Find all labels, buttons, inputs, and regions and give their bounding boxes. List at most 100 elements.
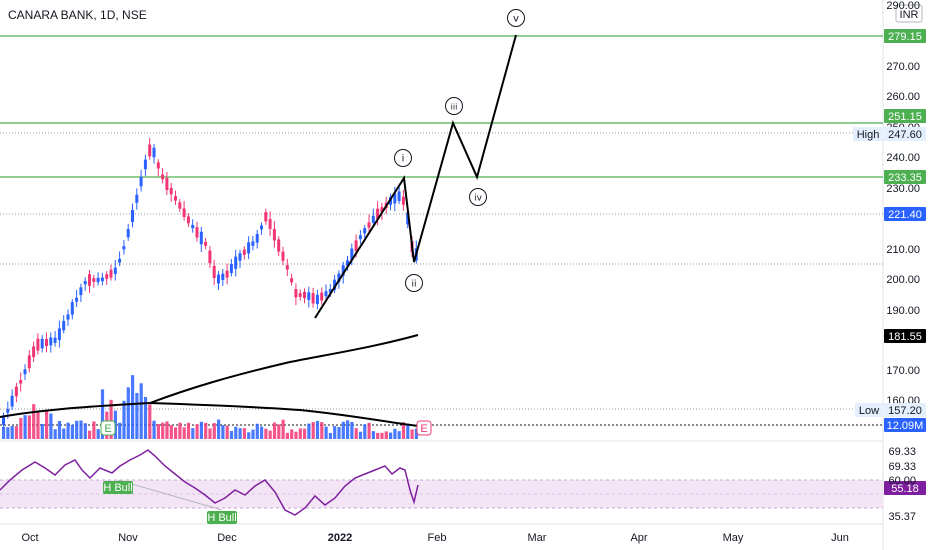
- price-axis-tick: 240.00: [886, 152, 920, 164]
- volume-bar: [92, 421, 96, 439]
- volume-bar: [40, 423, 44, 439]
- volume-bar: [79, 420, 83, 439]
- candle: [14, 382, 18, 403]
- candle: [57, 320, 61, 348]
- volume-bar: [135, 392, 139, 439]
- candle: [307, 286, 311, 308]
- candle: [199, 226, 203, 253]
- candle: [10, 389, 14, 410]
- svg-text:INR: INR: [900, 9, 919, 21]
- currency-badge[interactable]: INR: [895, 4, 923, 23]
- price-tag-rsi: 55.18: [884, 481, 926, 495]
- volume-bar: [328, 432, 332, 439]
- volume-bar: [350, 421, 354, 439]
- svg-text:High: High: [857, 129, 880, 141]
- candle: [217, 270, 220, 290]
- volume-bar: [234, 426, 238, 439]
- volume-bar: [217, 419, 221, 439]
- wave-label-v[interactable]: v: [507, 9, 525, 27]
- volume-bar: [294, 431, 298, 439]
- candle: [148, 137, 152, 160]
- candle: [19, 372, 23, 392]
- divergence-label-1[interactable]: H Bull: [103, 481, 133, 494]
- time-axis-tick: 2022: [328, 532, 352, 544]
- volume-bar: [307, 423, 311, 439]
- divergence-label-2[interactable]: H Bull: [207, 511, 237, 524]
- volume-bar: [131, 375, 135, 439]
- time-axis-tick: Oct: [21, 532, 38, 544]
- volume-bar: [126, 387, 130, 439]
- volume-bar: [199, 421, 203, 439]
- time-axis-tick: Apr: [630, 532, 647, 544]
- volume-bar: [62, 428, 66, 439]
- candle: [315, 289, 319, 310]
- candle: [371, 208, 375, 227]
- candle: [208, 246, 212, 268]
- rsi-axis-tick: 35.37: [888, 511, 916, 523]
- wave-label-iv[interactable]: iv: [469, 188, 487, 206]
- candle: [229, 258, 233, 277]
- candle: [70, 299, 74, 320]
- candle: [45, 332, 48, 353]
- volume-bar: [75, 420, 79, 439]
- volume-bar: [6, 427, 10, 439]
- candle: [109, 264, 113, 281]
- volume-bar: [367, 422, 371, 439]
- volume-bar: [389, 432, 393, 439]
- volume-bar: [122, 400, 126, 439]
- price-axis-tick: 230.00: [886, 183, 920, 195]
- event-marker-2[interactable]: E: [416, 420, 432, 436]
- svg-text:ii: ii: [411, 280, 416, 290]
- svg-text:251.15: 251.15: [888, 111, 922, 123]
- volume-bar: [337, 426, 341, 439]
- wave-label-ii[interactable]: ii: [405, 274, 423, 292]
- volume-bar: [57, 420, 62, 439]
- volume-bar: [96, 429, 100, 439]
- price-axis-tick: 200.00: [886, 274, 920, 286]
- volume-bar: [410, 429, 414, 439]
- wave-label-iii[interactable]: iii: [445, 97, 463, 115]
- candle: [242, 246, 246, 260]
- volume-bar: [363, 424, 367, 439]
- candle: [260, 222, 263, 235]
- volume-bar: [45, 409, 49, 439]
- svg-text:E: E: [420, 423, 427, 435]
- candle: [247, 236, 251, 260]
- wave-label-i[interactable]: i: [394, 149, 412, 167]
- event-marker-1[interactable]: E: [100, 420, 116, 436]
- volume-bar: [277, 424, 281, 439]
- time-axis-tick: Feb: [428, 532, 447, 544]
- price-axis-tick: 290.00: [886, 0, 920, 12]
- candle: [285, 258, 289, 277]
- volume-bar: [174, 427, 178, 439]
- candle: [204, 237, 208, 250]
- price-tag-level: 233.35: [884, 170, 926, 184]
- candle: [311, 287, 315, 308]
- volume-bar: [19, 417, 23, 439]
- candle: [178, 199, 182, 212]
- candle: [40, 335, 44, 353]
- volume-bar: [285, 432, 289, 439]
- elliott-wave-path[interactable]: [314, 34, 517, 319]
- svg-text:157.20: 157.20: [888, 405, 922, 417]
- volume-ma-line: [0, 401, 419, 427]
- volume-bar: [272, 422, 277, 439]
- candle: [49, 332, 53, 353]
- volume-bar: [354, 428, 358, 439]
- svg-text:279.15: 279.15: [888, 31, 922, 43]
- volume-bar: [178, 422, 182, 439]
- volume-bar: [83, 423, 87, 439]
- candle: [358, 230, 362, 245]
- volume-bar: [358, 431, 363, 439]
- volume-bar: [281, 419, 285, 439]
- volume-bar: [204, 422, 208, 439]
- svg-text:i: i: [402, 154, 405, 165]
- candle: [113, 259, 117, 281]
- candle: [122, 240, 126, 255]
- time-axis-tick: May: [723, 532, 744, 544]
- candle: [221, 269, 225, 286]
- rsi-axis-tick: 60.00: [888, 475, 916, 487]
- price-axis-tick: 270.00: [886, 61, 920, 73]
